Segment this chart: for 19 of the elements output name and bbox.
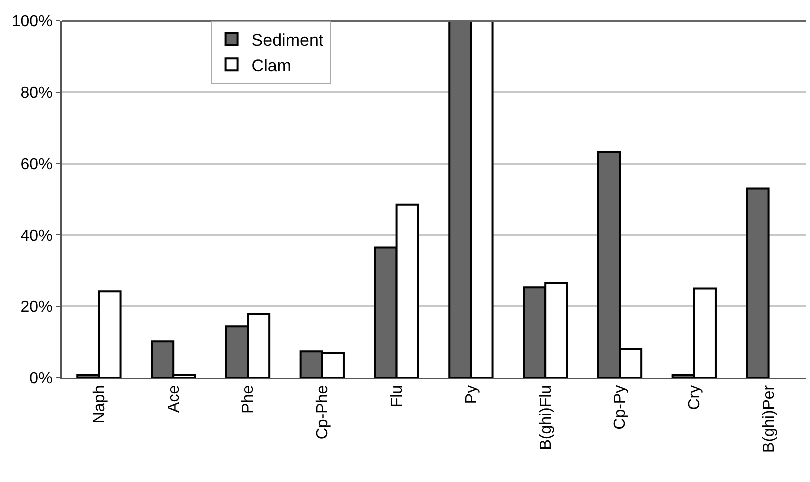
x-tick-label: Naph	[91, 385, 108, 424]
legend-label: Sediment	[252, 31, 324, 50]
x-tick-label: Py	[463, 385, 480, 404]
y-tick-label: 80%	[20, 85, 53, 102]
bar	[746, 188, 770, 378]
x-tick-label: B(ghi)Flu	[538, 385, 555, 450]
y-tick-label: 40%	[20, 228, 53, 245]
legend-label: Clam	[252, 56, 292, 76]
x-tick-label: Ace	[166, 385, 183, 413]
x-tick-label: Cp-Phe	[314, 385, 332, 440]
x-tick-label: B(ghi)Per	[761, 384, 778, 453]
x-tick-label: Cp-Py	[612, 385, 630, 430]
y-tick-label: 100%	[12, 14, 53, 31]
y-tick-label: 60%	[20, 156, 53, 174]
y-tick-label: 0%	[30, 370, 53, 388]
x-tick-label: Cry	[686, 385, 704, 410]
x-tick-label: Flu	[389, 385, 406, 408]
x-tick-label: Phe	[240, 385, 258, 414]
y-tick-label: 20%	[20, 299, 53, 316]
